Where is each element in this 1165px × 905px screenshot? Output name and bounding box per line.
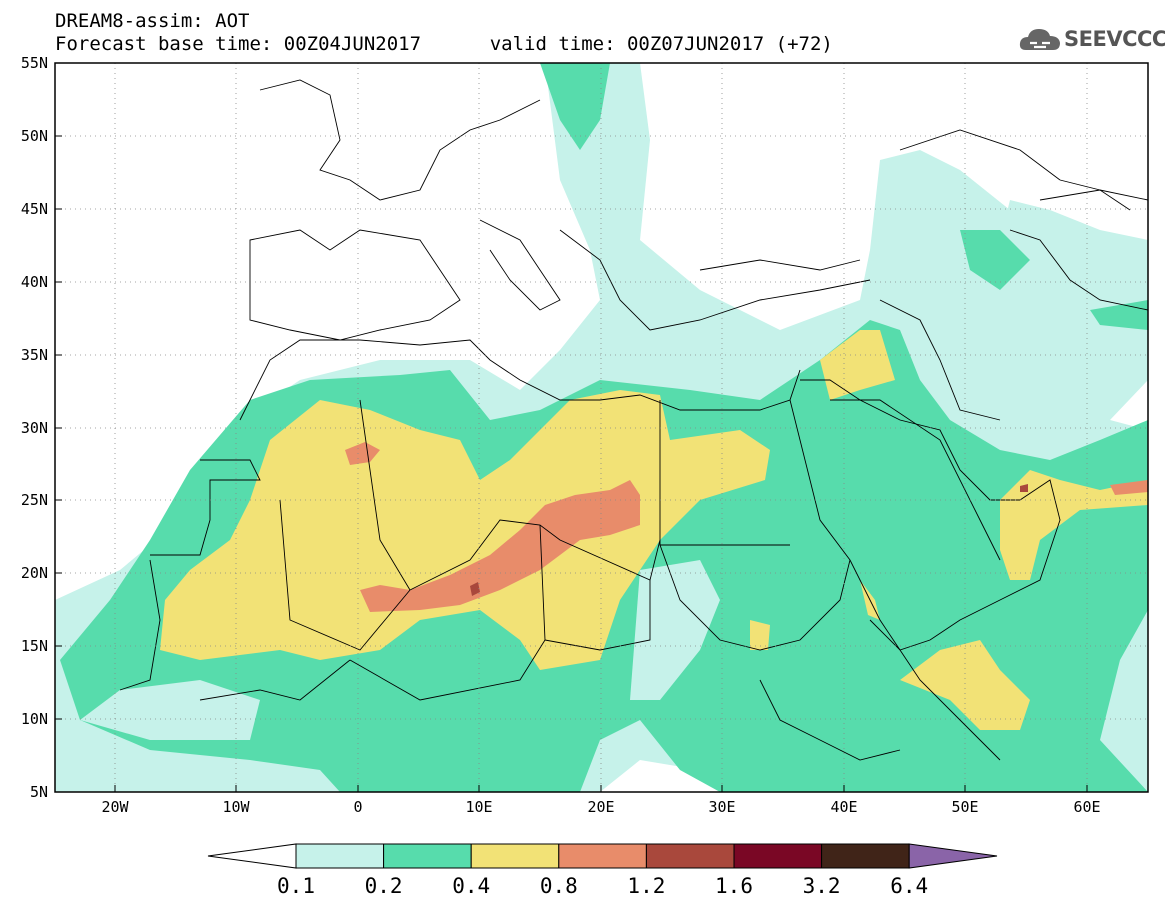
lat-label: 35N [21, 346, 48, 364]
seevccc-logo: SEEVCCC [1018, 24, 1165, 56]
colorbar-label: 0.1 [277, 874, 315, 898]
colorbar-label: 0.4 [452, 874, 490, 898]
aot-fields [55, 63, 1148, 792]
lon-label: 20E [587, 798, 614, 816]
lat-label: 10N [21, 710, 48, 728]
colorbar-label: 6.4 [890, 874, 928, 898]
colorbar-label: 3.2 [803, 874, 841, 898]
base-time-label: Forecast base time: 00Z04JUN2017 [55, 33, 422, 55]
lat-label: 50N [21, 127, 48, 145]
lon-label: 30E [708, 798, 735, 816]
colorbar-label: 0.2 [365, 874, 403, 898]
country-borders [119, 79, 1148, 761]
lat-label: 15N [21, 637, 48, 655]
lat-label: 5N [30, 783, 48, 801]
colorbar-swatch [470, 843, 560, 869]
valid-time-label: valid time: 00Z07JUN2017 (+72) [489, 33, 833, 55]
lon-label: 60E [1073, 798, 1100, 816]
lat-label: 55N [21, 54, 48, 72]
lon-label: 0 [353, 798, 362, 816]
aot-0.8-region [360, 480, 640, 612]
lon-label: 10W [222, 798, 250, 816]
colorbar-low-arrow [207, 843, 297, 869]
colorbar-swatch [821, 843, 910, 869]
colorbar-swatch [558, 843, 647, 869]
longitude-labels: 20W 10W 0 10E 20E 30E 40E 50E 60E [101, 798, 1100, 816]
axis-ticks [55, 62, 1088, 793]
lat-label: 20N [21, 564, 48, 582]
aot-1.2-region [470, 582, 480, 596]
cloud-icon [1019, 29, 1060, 50]
lat-label: 25N [21, 491, 48, 509]
lon-label: 50E [951, 798, 978, 816]
colorbar-labels: 0.1 0.2 0.4 0.8 1.2 1.6 3.2 6.4 [277, 874, 928, 898]
colorbar-high-arrow [908, 843, 998, 869]
latitude-labels: 55N 50N 45N 40N 35N 30N 25N 20N 15N 10N … [21, 54, 48, 801]
colorbar-swatch [645, 843, 735, 869]
aot-0.4-region [160, 390, 770, 670]
aot-colorbar [207, 843, 998, 869]
colorbar-label: 0.8 [540, 874, 578, 898]
forecast-times: Forecast base time: 00Z04JUN2017 valid t… [55, 33, 833, 55]
lon-label: 20W [101, 798, 129, 816]
map-title: DREAM8-assim: AOT [55, 10, 250, 32]
lon-label: 40E [830, 798, 857, 816]
lat-label: 30N [21, 419, 48, 437]
colorbar-label: 1.2 [627, 874, 665, 898]
lat-label: 40N [21, 273, 48, 291]
colorbar-swatch [383, 843, 472, 869]
lat-label: 45N [21, 200, 48, 218]
lon-label: 10E [465, 798, 492, 816]
graticule [55, 63, 1148, 792]
logo-text: SEEVCCC [1064, 27, 1165, 51]
colorbar-label: 1.6 [715, 874, 753, 898]
colorbar-swatch [733, 843, 823, 869]
colorbar-swatch [295, 843, 385, 869]
